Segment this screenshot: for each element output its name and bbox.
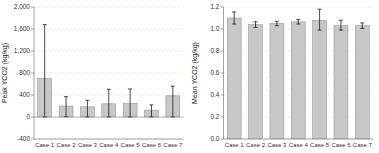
error-bar	[107, 89, 111, 117]
error-bar	[275, 21, 279, 25]
x-tick-label: Case 1	[225, 142, 245, 148]
y-tick-label: 400	[19, 91, 30, 98]
grid-line	[34, 29, 184, 30]
y-tick-label: 800	[19, 69, 30, 76]
y-tick-label: 0	[26, 113, 30, 120]
bar	[313, 20, 327, 139]
y-tick-label: 0.0	[210, 135, 219, 142]
panel: -40004008001,2001,6002,000Case 1Case 2Ca…	[1, 3, 184, 148]
grid-line	[224, 7, 374, 8]
y-axis-label: Peak YCO2 (kg/kg)	[1, 43, 9, 103]
bar	[355, 26, 369, 139]
y-tick	[31, 7, 34, 8]
bar	[249, 25, 263, 139]
x-axis	[34, 139, 184, 140]
y-tick	[221, 117, 224, 118]
y-axis	[223, 7, 224, 139]
grid-line	[34, 7, 184, 8]
error-bar	[360, 23, 364, 29]
y-tick-label: 0.8	[210, 47, 219, 54]
error-bar	[128, 89, 132, 117]
plot-area	[227, 9, 369, 139]
y-tick-label: 1,200	[14, 47, 31, 54]
panel: 0.00.20.40.60.81.01.2Case 1Case 2Case 3C…	[191, 3, 374, 148]
grid-line	[34, 51, 184, 52]
error-bar	[232, 12, 236, 24]
y-tick-label: 0.6	[210, 69, 219, 76]
figure: -40004008001,2001,6002,000Case 1Case 2Ca…	[0, 0, 379, 153]
bar	[227, 18, 241, 139]
y-tick	[221, 95, 224, 96]
y-tick	[221, 73, 224, 74]
y-axis-label: Mean YCO2 (kg/kg)	[191, 42, 199, 104]
y-tick	[31, 139, 34, 140]
error-bar	[318, 9, 322, 30]
x-axis	[224, 139, 374, 140]
zero-line	[34, 117, 184, 118]
error-bar	[64, 97, 68, 117]
bar	[291, 22, 305, 139]
bar	[334, 26, 348, 139]
grid-line	[34, 139, 184, 140]
x-tick-label: Case 5	[121, 142, 141, 148]
y-tick-label: -400	[17, 135, 30, 142]
x-tick-label: Case 4	[99, 142, 119, 148]
error-bar	[254, 22, 258, 28]
error-bar	[43, 25, 47, 117]
y-tick	[221, 139, 224, 140]
y-tick	[221, 29, 224, 30]
y-tick	[221, 51, 224, 52]
error-bar	[149, 105, 153, 117]
x-tick-label: Case 7	[163, 142, 183, 148]
x-tick-label: Case 2	[57, 142, 77, 148]
y-axis	[34, 7, 35, 139]
y-tick	[31, 117, 34, 118]
y-tick	[31, 95, 34, 96]
x-tick-label: Case 3	[78, 142, 98, 148]
y-tick	[221, 7, 224, 8]
grid-line	[34, 73, 184, 74]
x-tick-label: Case 3	[267, 142, 287, 148]
x-tick-label: Case 5	[310, 142, 330, 148]
x-tick-label: Case 4	[289, 142, 309, 148]
y-tick	[31, 73, 34, 74]
error-bar	[339, 20, 343, 30]
bar	[270, 24, 284, 140]
error-bar	[171, 86, 175, 117]
error-bar	[296, 20, 300, 24]
y-tick-label: 1.2	[210, 3, 219, 10]
plot-area	[38, 25, 180, 117]
y-tick-label: 0.4	[210, 91, 219, 98]
y-tick	[31, 29, 34, 30]
x-tick-label: Case 2	[246, 142, 266, 148]
x-tick-label: Case 6	[331, 142, 351, 148]
y-tick-label: 1.0	[210, 25, 219, 32]
y-tick	[31, 51, 34, 52]
x-tick-label: Case 7	[353, 142, 373, 148]
error-bar	[85, 100, 89, 117]
y-tick-label: 1,600	[14, 25, 31, 32]
y-tick-label: 0.2	[210, 113, 219, 120]
x-tick-label: Case 1	[35, 142, 55, 148]
y-tick-label: 2,000	[14, 3, 31, 10]
x-tick-label: Case 6	[142, 142, 162, 148]
